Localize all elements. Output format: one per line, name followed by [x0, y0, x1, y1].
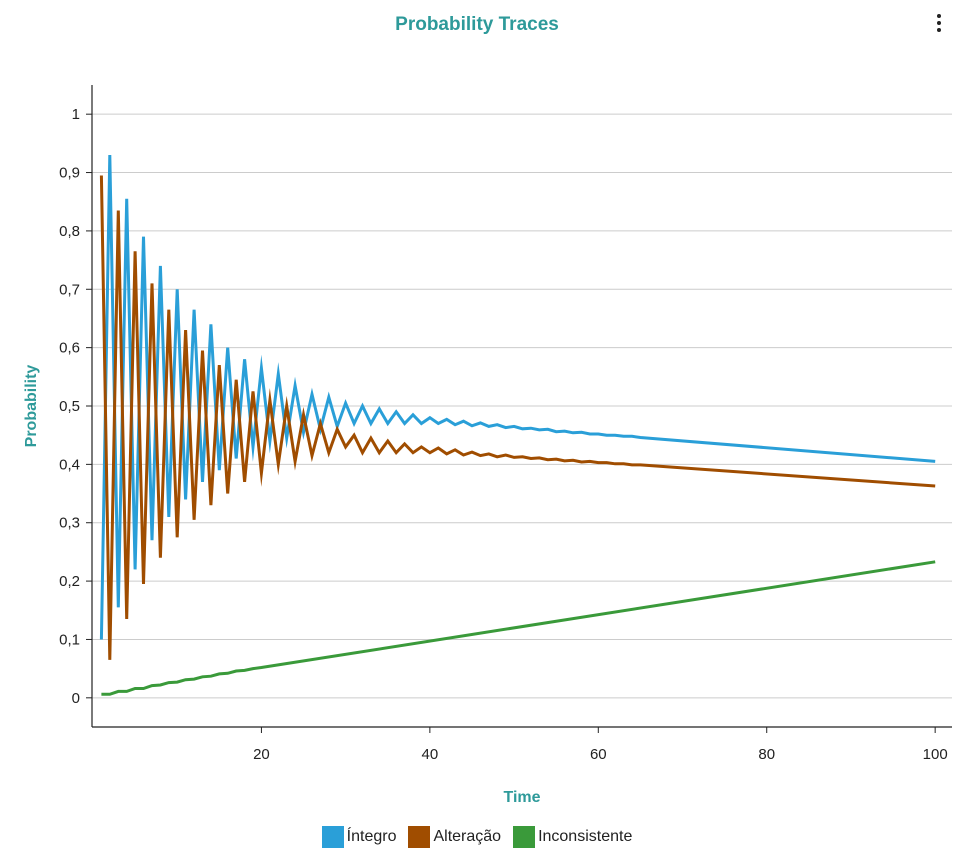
menu-dot: [937, 28, 941, 32]
legend-item-2[interactable]: Alteração: [408, 826, 501, 848]
y-axis-title: Probability: [23, 365, 40, 448]
series-line-3: [101, 560, 936, 696]
x-tick-label: 40: [422, 746, 439, 763]
legend-label: Alteração: [433, 828, 502, 845]
legend-swatch: [513, 826, 536, 848]
menu-dot: [937, 21, 941, 25]
legend-swatch: [408, 826, 431, 848]
more-options-menu-icon[interactable]: [930, 10, 948, 36]
chart-title: Probability Traces: [395, 14, 559, 35]
y-tick-label: 0,3: [59, 515, 80, 532]
y-tick-label: 0,1: [59, 631, 80, 648]
axes: 0 0,1 0,2 0,3 0,4 0,5 0,6 0,7 0,8 0,9 1 20 40 60 80 100: [59, 85, 952, 763]
x-tick-label: 60: [590, 746, 607, 763]
legend-swatch: [321, 826, 344, 848]
series-line-2: [99, 175, 936, 660]
series-lines: [99, 154, 936, 696]
y-tick-label: 1: [72, 106, 80, 123]
legend-item-3[interactable]: Inconsistente: [513, 826, 632, 848]
y-tick-label: 0,9: [59, 165, 80, 182]
y-tick-label: 0,7: [59, 281, 80, 298]
legend-item-1[interactable]: Íntegro: [321, 826, 397, 848]
x-tick-label: 20: [253, 746, 270, 763]
y-tick-label: 0,4: [59, 456, 80, 473]
y-tick-label: 0: [72, 690, 80, 707]
legend: Íntegro Alteração Inconsistente: [0, 826, 954, 848]
x-tick-label: 100: [923, 746, 948, 763]
y-tick-label: 0,8: [59, 223, 80, 240]
legend-label: Inconsistente: [538, 828, 633, 845]
y-tick-label: 0,6: [59, 340, 80, 357]
y-tick-label: 0,2: [59, 573, 80, 590]
x-axis-title: Time: [503, 789, 540, 806]
x-tick-label: 80: [758, 746, 775, 763]
series-line-1: [99, 154, 936, 640]
y-tick-label: 0,5: [59, 398, 80, 415]
legend-label: Íntegro: [346, 828, 397, 845]
menu-dot: [937, 14, 941, 18]
